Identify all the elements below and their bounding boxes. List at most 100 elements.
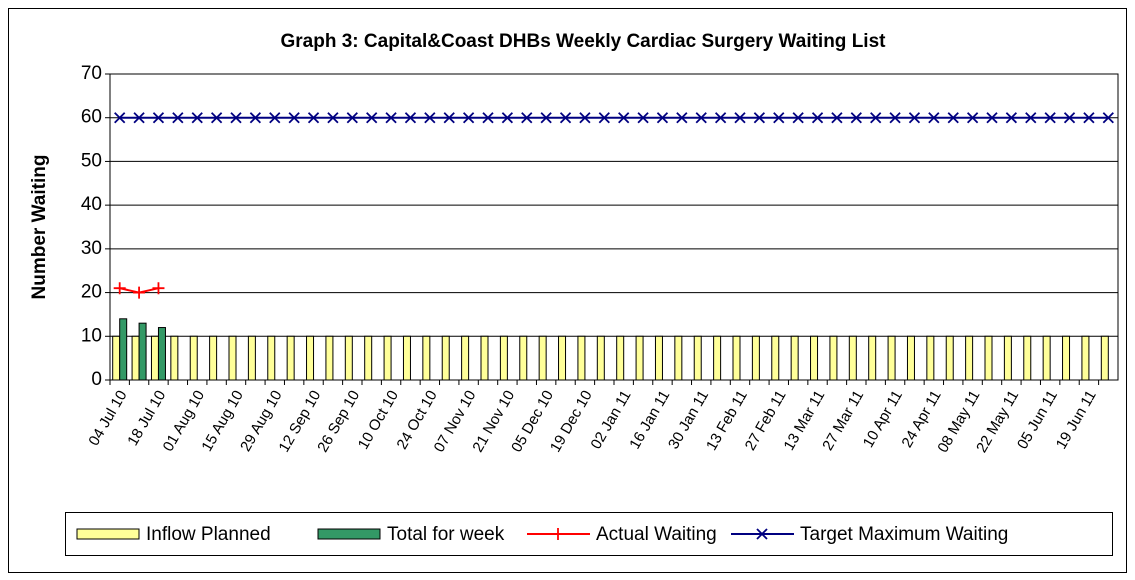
bar xyxy=(170,335,179,381)
bar xyxy=(1003,335,1012,381)
marker xyxy=(249,112,262,124)
marker xyxy=(1063,112,1076,124)
marker xyxy=(288,112,300,124)
bar xyxy=(829,335,838,381)
marker xyxy=(598,112,610,124)
y-tick-label: 40 xyxy=(81,194,102,215)
bar xyxy=(868,335,877,381)
marker xyxy=(269,112,281,124)
bar xyxy=(344,335,353,381)
bar xyxy=(558,335,567,381)
y-tick-label: 50 xyxy=(81,150,102,171)
bar xyxy=(499,335,508,381)
legend-swatch xyxy=(317,528,381,540)
bar xyxy=(810,335,819,381)
legend-label: Target Maximum Waiting xyxy=(800,524,1008,545)
marker xyxy=(1025,112,1037,124)
bar xyxy=(945,335,954,381)
bar xyxy=(112,335,121,381)
marker xyxy=(552,528,564,540)
bar xyxy=(1081,335,1090,381)
bar xyxy=(247,335,256,381)
bar xyxy=(577,335,586,381)
bar xyxy=(906,335,915,381)
marker xyxy=(714,112,727,124)
marker xyxy=(443,112,455,124)
chart-title: Graph 3: Capital&Coast DHBs Weekly Cardi… xyxy=(281,31,887,52)
y-tick-label: 30 xyxy=(81,238,102,259)
marker xyxy=(114,112,126,124)
bar xyxy=(383,335,392,381)
marker xyxy=(346,112,358,124)
bar xyxy=(119,318,128,381)
marker xyxy=(152,282,165,295)
bar xyxy=(1100,335,1109,381)
bar xyxy=(751,335,760,381)
bar xyxy=(131,335,140,381)
marker xyxy=(191,112,203,124)
bar xyxy=(635,335,644,381)
bar xyxy=(157,327,166,381)
marker xyxy=(618,112,630,124)
marker xyxy=(928,112,940,124)
marker xyxy=(753,112,766,124)
y-tick-label: 60 xyxy=(81,107,102,128)
marker xyxy=(113,282,126,295)
marker xyxy=(152,112,165,124)
bar xyxy=(596,335,605,381)
bar xyxy=(1023,335,1032,381)
marker xyxy=(676,112,688,124)
legend-label: Actual Waiting xyxy=(596,524,717,545)
bar xyxy=(674,335,683,381)
marker xyxy=(559,112,572,124)
bar xyxy=(713,335,722,381)
bar xyxy=(1062,335,1071,381)
marker xyxy=(1005,112,1018,124)
marker xyxy=(1044,112,1056,124)
bar xyxy=(887,335,896,381)
marker xyxy=(850,112,862,124)
legend-label: Inflow Planned xyxy=(146,524,271,545)
marker xyxy=(756,528,768,540)
marker xyxy=(656,112,669,124)
marker xyxy=(637,112,649,124)
bar xyxy=(441,335,450,381)
bar xyxy=(790,335,799,381)
marker xyxy=(773,112,785,124)
bar xyxy=(364,335,373,381)
bar xyxy=(209,335,218,381)
bar xyxy=(267,335,276,381)
marker xyxy=(1102,112,1114,124)
marker xyxy=(811,112,824,124)
y-tick-label: 70 xyxy=(81,63,102,84)
bar xyxy=(1042,335,1051,381)
legend-label: Total for week xyxy=(387,524,505,545)
y-tick-label: 0 xyxy=(91,369,102,390)
bar xyxy=(306,335,315,381)
marker xyxy=(133,112,145,124)
marker xyxy=(307,112,320,124)
y-tick-label: 10 xyxy=(81,325,102,346)
bar xyxy=(616,335,625,381)
bar xyxy=(189,335,198,381)
marker xyxy=(986,112,998,124)
marker xyxy=(327,112,339,124)
marker xyxy=(366,112,378,124)
marker xyxy=(501,112,514,124)
legend-swatch xyxy=(76,528,140,540)
bar xyxy=(228,335,237,381)
marker xyxy=(462,112,475,124)
bar xyxy=(848,335,857,381)
marker xyxy=(908,112,921,124)
marker xyxy=(734,112,746,124)
marker xyxy=(230,112,242,124)
marker xyxy=(579,112,591,124)
bar xyxy=(461,335,470,381)
marker xyxy=(424,112,436,124)
marker xyxy=(831,112,843,124)
marker xyxy=(172,112,184,124)
marker xyxy=(966,112,979,124)
marker xyxy=(482,112,494,124)
bar xyxy=(480,335,489,381)
